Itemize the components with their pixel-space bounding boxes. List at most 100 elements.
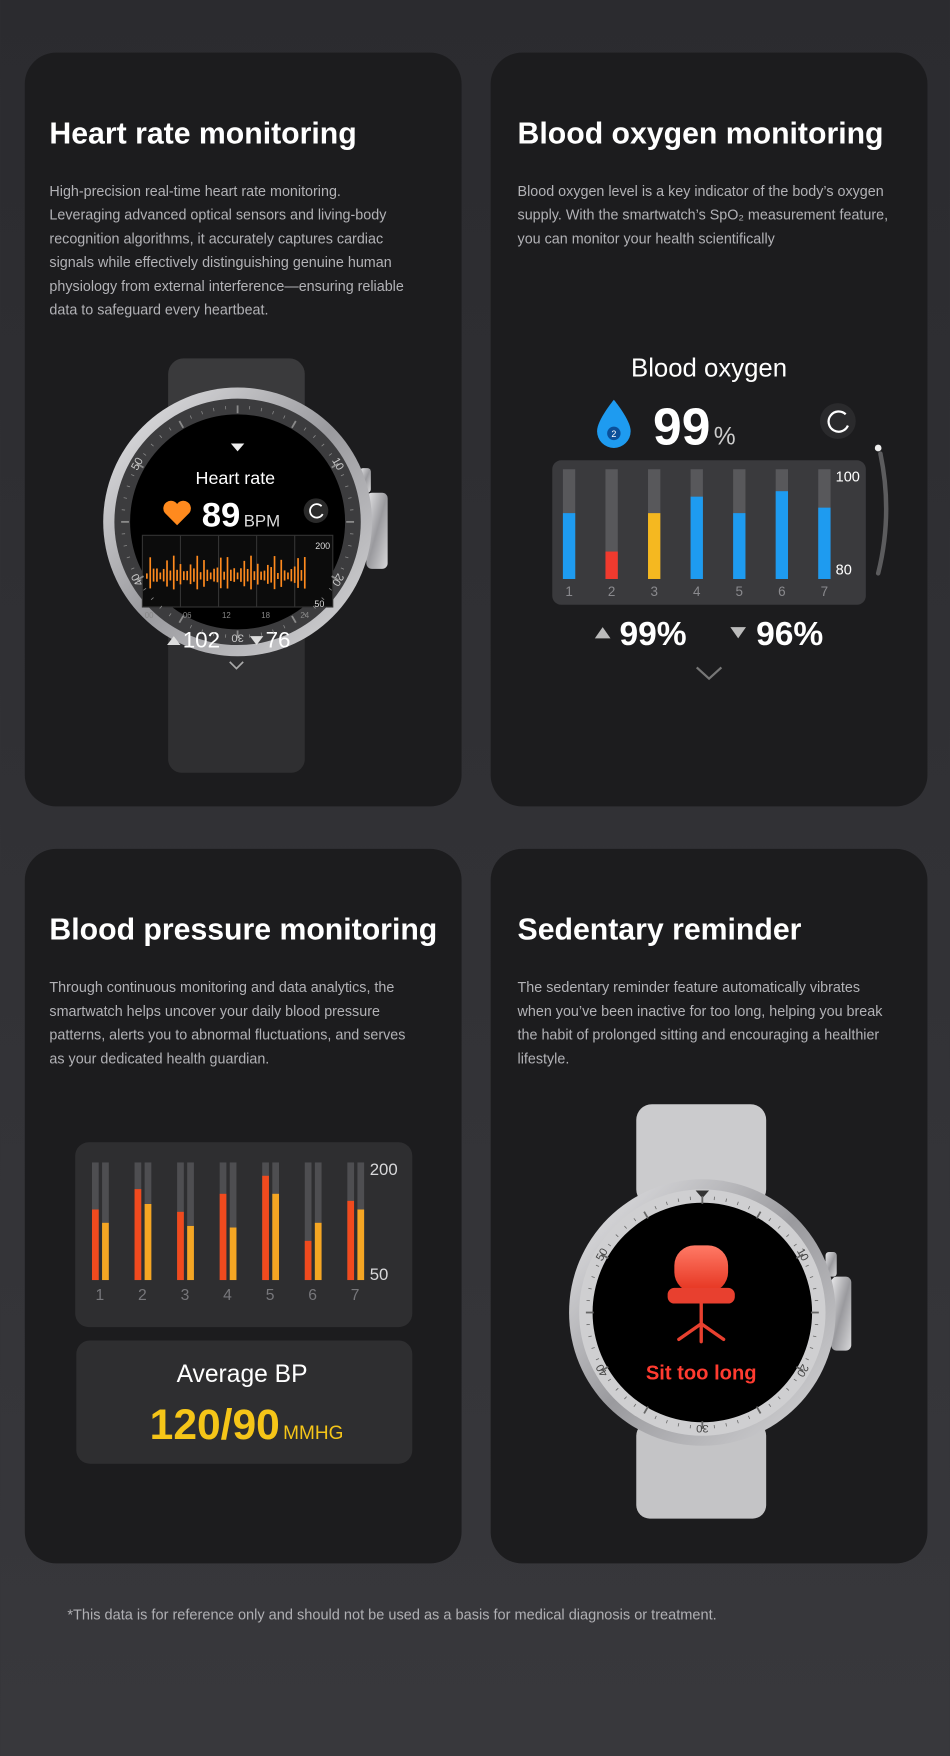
bezel-tick (725, 1198, 727, 1202)
bezel-tick (159, 605, 163, 609)
average-panel (76, 1340, 413, 1464)
bar-track (304, 1162, 312, 1281)
bezel-tick (795, 1253, 804, 1259)
bar (818, 507, 831, 579)
card-body-line: recognition algorithms, it accurately ca… (49, 231, 383, 247)
bezel-tick (747, 1415, 751, 1420)
bezel-tick (123, 497, 128, 499)
bezel-tick (793, 1243, 797, 1247)
bezel-tick (136, 462, 144, 469)
bar (187, 1225, 194, 1281)
bezel-tick (291, 615, 297, 624)
oxygen-reading: 99% (653, 398, 736, 456)
bar-track (102, 1162, 109, 1281)
bezel-marker (695, 1190, 710, 1199)
bezel-number: 10 (794, 1246, 811, 1263)
bar-track (314, 1162, 322, 1281)
x-tick-label: 3 (650, 584, 657, 599)
card-body-line: as your dedicated health guardian. (49, 1051, 269, 1067)
x-tick-label: 1 (95, 1287, 104, 1304)
oxygen-value: 99 (653, 398, 710, 456)
bezel-tick (615, 1387, 619, 1391)
bezel-tick (340, 474, 345, 477)
card-body-line: patterns, alerts you to abnormal fluctua… (49, 1028, 405, 1044)
bezel-tick (755, 1211, 762, 1219)
max-value: 99% (619, 616, 686, 653)
x-tick-label: 5 (266, 1287, 275, 1304)
bezel-tick (768, 1403, 772, 1407)
y-tick-label: 80 (836, 563, 852, 579)
min-value: 76 (266, 627, 291, 652)
average-unit: MMHG (283, 1423, 343, 1444)
y-tick-label: 50 (370, 1265, 389, 1284)
card-title: Blood oxygen monitoring (518, 117, 884, 150)
bezel-tick (725, 1423, 727, 1427)
bezel-tick (136, 575, 144, 581)
bezel-tick (812, 1335, 817, 1338)
card (490, 52, 928, 807)
bezel-tick (328, 453, 333, 456)
bezel-tick (601, 1366, 609, 1372)
heart-rate-watch: Heart rate 89 BPM 200 50 102 76 50 10 40 20 3… (103, 358, 388, 773)
bezel-tick (747, 1205, 751, 1210)
blood-pressure-screen: Average BP 120/90 MMHG 1 2 3 4 5 6 7 50 200 (75, 1142, 413, 1464)
card-body-line: Through continuous monitoring and data a… (49, 980, 394, 996)
bezel-number: 30 (231, 631, 243, 643)
bezel-number: 30 (696, 1422, 708, 1434)
bezel-number: 20 (794, 1362, 811, 1379)
bezel-tick (201, 629, 204, 633)
heart-icon (163, 500, 191, 526)
x-tick-label: 4 (223, 1287, 232, 1304)
card-title: Sedentary reminder (518, 914, 802, 947)
bezel-tick (643, 1211, 649, 1219)
bezel-tick (143, 588, 147, 591)
scroll-arc (875, 451, 889, 576)
x-tick-label: 2 (608, 584, 615, 599)
bezel-tick (665, 1419, 668, 1424)
bezel-tick (654, 1205, 657, 1210)
x-tick-label: 3 (181, 1287, 190, 1304)
bezel-tick (595, 1358, 600, 1361)
bezel-tick (345, 485, 349, 488)
crown (366, 492, 388, 569)
bar (177, 1211, 184, 1281)
refresh-button (303, 498, 329, 523)
x-tick-label: 2 (138, 1287, 147, 1304)
y-tick-label: 200 (370, 1160, 398, 1179)
bezel-tick (677, 1198, 680, 1202)
min-icon (730, 627, 747, 639)
bezel-tick (260, 632, 263, 636)
bar (134, 1189, 142, 1281)
bezel-tick (736, 1201, 739, 1206)
card-body-line: supply. With the smartwatch’s SpO₂ measu… (518, 208, 889, 224)
card-body-line: signals while effectively distinguishing… (49, 255, 391, 271)
bezel-tick (159, 435, 163, 439)
bezel-number: 40 (129, 571, 146, 588)
bezel-tick (624, 1396, 627, 1400)
chair-icon (674, 1245, 729, 1293)
bezel-tick (786, 1234, 790, 1238)
footnote: *This data is for reference only and sho… (67, 1607, 716, 1623)
average-reading: 120/90 MMHG (150, 1401, 344, 1449)
bar (144, 1204, 152, 1281)
bezel-tick (624, 1225, 627, 1229)
bezel-tick (607, 1243, 612, 1247)
bar-track (229, 1162, 237, 1281)
chevron (695, 666, 723, 681)
average-label: Average BP (177, 1361, 308, 1388)
bezel-tick (591, 1347, 595, 1349)
x-tick-label: 6 (308, 1287, 317, 1304)
hour-label: 00 (145, 611, 154, 620)
bar (219, 1193, 227, 1281)
bezel-tick (643, 1406, 649, 1414)
bezel-tick (131, 567, 135, 570)
bar (562, 513, 576, 579)
hour-label: 18 (261, 611, 270, 620)
bezel-tick (607, 1378, 612, 1382)
scale-label: 200 (315, 541, 330, 551)
bezel-tick (588, 1287, 592, 1290)
card-body-line: Blood oxygen level is a key indicator of… (518, 184, 884, 200)
x-tick-label: 6 (778, 584, 785, 599)
bezel-tick (348, 497, 352, 499)
